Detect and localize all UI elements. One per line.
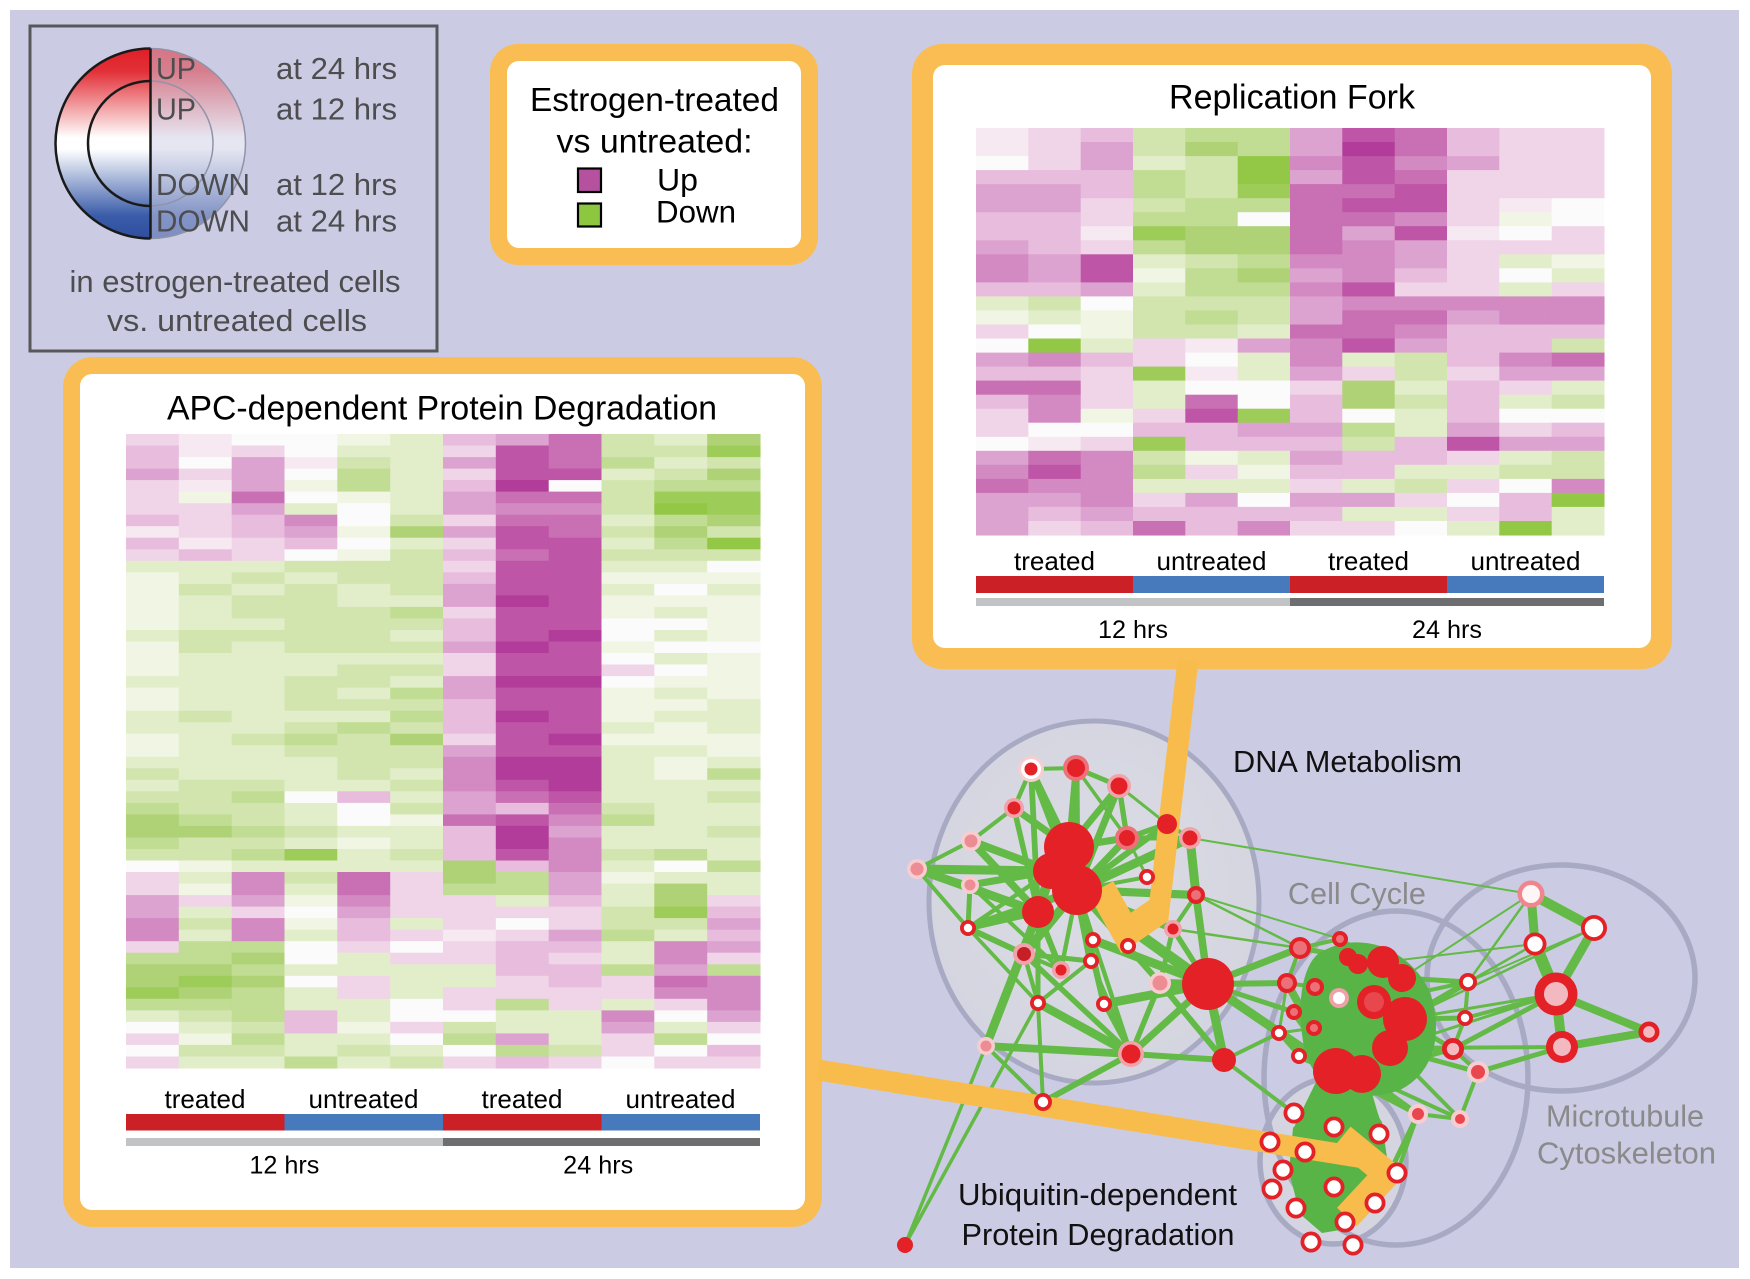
svg-text:APC-dependent Protein Degradat: APC-dependent Protein Degradation [167, 390, 717, 428]
svg-text:UP: UP [156, 51, 196, 86]
svg-text:treated: treated [1014, 546, 1095, 576]
svg-text:vs untreated:: vs untreated: [557, 123, 753, 160]
svg-text:Cell Cycle: Cell Cycle [1288, 876, 1426, 911]
svg-text:treated: treated [482, 1084, 563, 1114]
svg-text:UP: UP [156, 92, 196, 127]
svg-text:Estrogen-treated: Estrogen-treated [530, 82, 779, 119]
svg-text:at 12 hrs: at 12 hrs [276, 92, 397, 127]
svg-text:Protein Degradation: Protein Degradation [962, 1217, 1235, 1252]
svg-text:in estrogen-treated cells: in estrogen-treated cells [70, 264, 401, 299]
svg-text:treated: treated [165, 1084, 246, 1114]
svg-text:untreated: untreated [309, 1084, 419, 1114]
svg-text:Ubiquitin-dependent: Ubiquitin-dependent [958, 1177, 1237, 1212]
svg-text:DOWN: DOWN [156, 204, 250, 239]
svg-text:DOWN: DOWN [156, 167, 250, 202]
svg-text:at 24 hrs: at 24 hrs [276, 204, 397, 239]
svg-text:Microtubule: Microtubule [1546, 1099, 1704, 1134]
svg-text:at 12 hrs: at 12 hrs [276, 167, 397, 202]
svg-text:treated: treated [1328, 546, 1409, 576]
svg-text:24 hrs: 24 hrs [1412, 616, 1482, 644]
svg-text:Up: Up [657, 162, 698, 198]
svg-text:24 hrs: 24 hrs [563, 1152, 633, 1180]
svg-text:untreated: untreated [1471, 546, 1581, 576]
svg-text:Cytoskeleton: Cytoskeleton [1537, 1136, 1716, 1171]
svg-text:Down: Down [656, 194, 736, 230]
svg-text:DNA Metabolism: DNA Metabolism [1233, 744, 1462, 779]
svg-text:untreated: untreated [1157, 546, 1267, 576]
svg-text:at 24 hrs: at 24 hrs [276, 51, 397, 86]
svg-text:vs. untreated cells: vs. untreated cells [107, 303, 367, 338]
svg-text:12 hrs: 12 hrs [1098, 616, 1168, 644]
svg-text:12 hrs: 12 hrs [249, 1152, 319, 1180]
svg-text:untreated: untreated [626, 1084, 736, 1114]
svg-text:Replication Fork: Replication Fork [1169, 79, 1416, 117]
